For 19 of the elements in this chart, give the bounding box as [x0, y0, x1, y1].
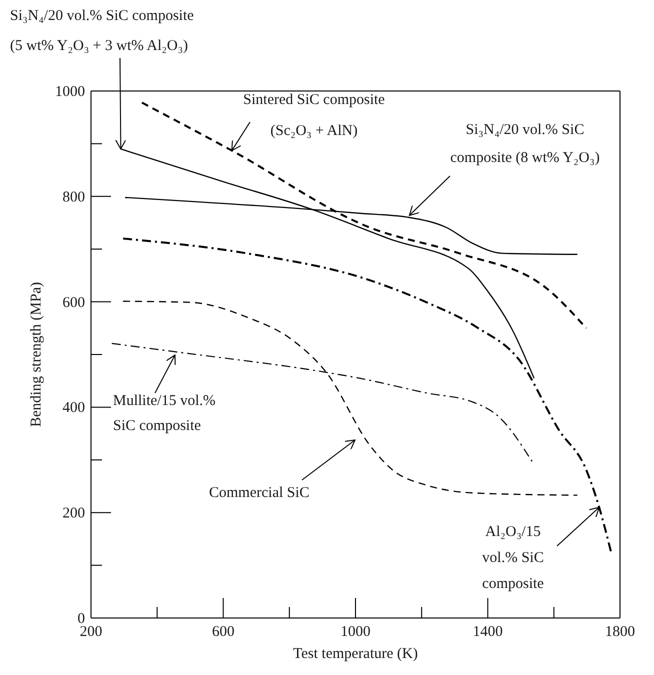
annotation: Mullite/15 vol.% SiC composite: [113, 393, 216, 434]
y-tick-label: 0: [78, 611, 85, 627]
annotation: Sintered SiC composite (Sc₂O₃ + AlN): [243, 92, 386, 139]
y-axis-title: Bending strength (MPa): [28, 282, 44, 427]
y-tick-label: 400: [62, 400, 85, 416]
y-tick-label: 600: [62, 294, 85, 311]
x-axis-title: Test temperature (K): [293, 646, 418, 662]
x-tick-label: 1400: [472, 624, 503, 640]
x-tick-label: 600: [212, 624, 234, 640]
y-tick-label: 200: [62, 506, 85, 522]
annotation: Si₃N₄/20 vol.% SiC composite (5 wt% Y₂O₃ + 3 wt% Al₂O₃): [10, 8, 194, 54]
y-tick-label: 1000: [55, 84, 85, 100]
annotation: Commercial SiC: [209, 485, 310, 501]
x-tick-label: 1800: [605, 624, 635, 640]
x-tick-label: 200: [80, 624, 102, 640]
annotation: Si₃N₄/20 vol.% SiC composite (8 wt% Y₂O₃): [450, 122, 600, 166]
x-tick-label: 1000: [340, 624, 370, 640]
annotation: Al₂O₃/15 vol.% SiC composite: [482, 524, 544, 592]
y-tick-label: 800: [62, 189, 85, 206]
